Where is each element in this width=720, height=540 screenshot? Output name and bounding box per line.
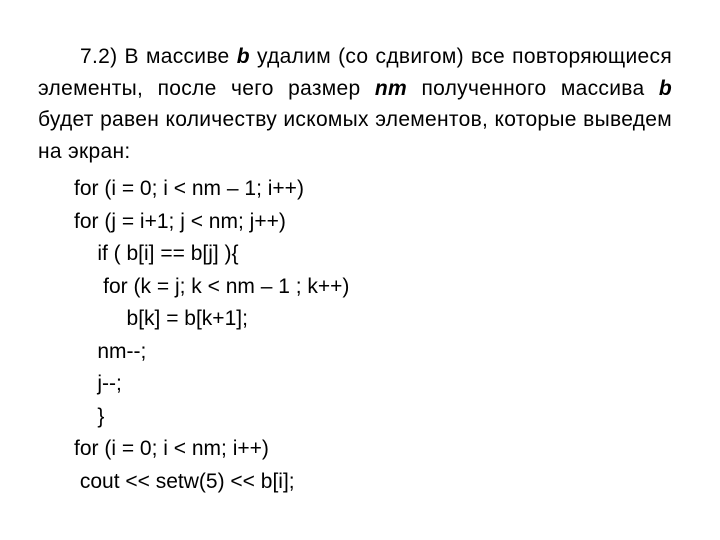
intro-text: будет равен количеству искомых элементов… — [38, 108, 672, 163]
page: 7.2) В массиве b удалим (со сдвигом) все… — [0, 0, 720, 540]
code-line: for (j = i+1; j < nm; j++) — [74, 206, 672, 239]
code-line: for (k = j; k < nm – 1 ; k++) — [74, 271, 672, 304]
code-line: for (i = 0; i < nm; i++) — [74, 433, 672, 466]
code-line: } — [74, 401, 672, 434]
intro-paragraph: 7.2) В массиве b удалим (со сдвигом) все… — [38, 41, 672, 167]
intro-bold-italic: nm — [375, 77, 407, 100]
intro-text: полученного массива — [407, 77, 659, 100]
intro-bold-italic: b — [237, 45, 250, 68]
code-line: nm--; — [74, 336, 672, 369]
code-line: cout << setw(5) << b[i]; — [74, 466, 672, 499]
intro-bold-italic: b — [659, 77, 672, 100]
code-block: for (i = 0; i < nm – 1; i++)for (j = i+1… — [74, 173, 672, 498]
intro-text: 7.2) В массиве — [80, 45, 237, 68]
code-line: if ( b[i] == b[j] ){ — [74, 238, 672, 271]
code-line: j--; — [74, 368, 672, 401]
code-line: b[k] = b[k+1]; — [74, 303, 672, 336]
code-line: for (i = 0; i < nm – 1; i++) — [74, 173, 672, 206]
